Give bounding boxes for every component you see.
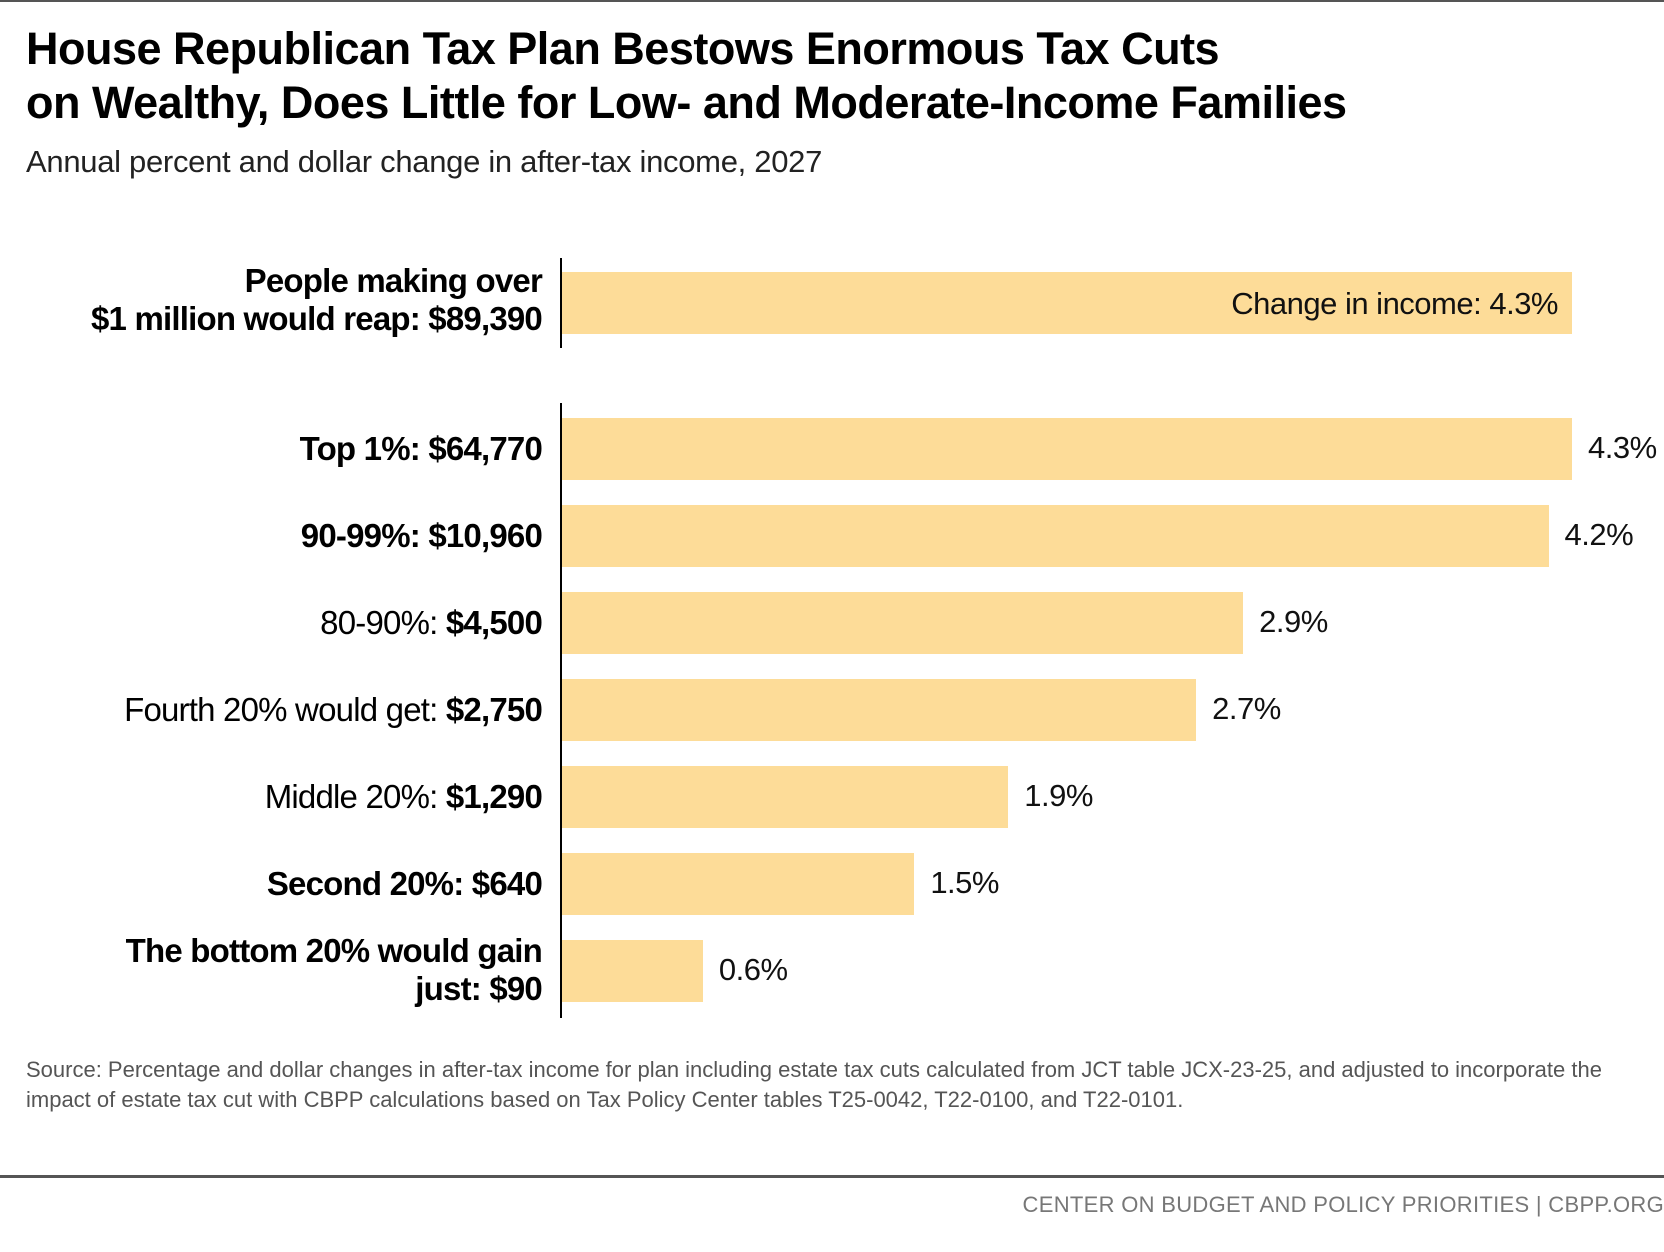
bar [562, 940, 703, 1002]
highlight-value-label: Change in income: 4.3% [1231, 286, 1558, 321]
category-amount: $90 [489, 970, 542, 1007]
bottom-rule [0, 1175, 1664, 1178]
category-name: Fourth 20% would get: [124, 691, 446, 728]
bar [562, 853, 915, 915]
category-name: Top 1%: [299, 430, 429, 467]
category-name: 90-99%: [300, 517, 429, 554]
bar [562, 679, 1197, 741]
value-label: 0.6% [718, 952, 788, 987]
highlight-label: People making over $1 million would reap… [90, 262, 543, 338]
category-label: 80-90%: $4,500 [320, 604, 543, 642]
category-amount: $4,500 [445, 604, 543, 641]
credit: CENTER ON BUDGET AND POLICY PRIORITIES |… [1022, 1192, 1664, 1217]
chart-title-line-1: House Republican Tax Plan Bestows Enormo… [26, 23, 1220, 74]
category-amount: $1,290 [445, 778, 543, 815]
category-label: Top 1%: $64,770 [299, 430, 543, 468]
highlight-bar: Change in income: 4.3% [562, 272, 1572, 334]
category-name: Second 20%: [266, 865, 472, 902]
category-amount: $64,770 [428, 430, 542, 467]
bar [562, 418, 1572, 480]
category-name: The bottom 20% would gain just: [125, 932, 543, 1007]
category-label: 90-99%: $10,960 [300, 517, 543, 555]
highlight-label-line-1: People making over [244, 262, 543, 299]
category-amount: $640 [471, 865, 543, 902]
value-label: 4.3% [1588, 430, 1657, 465]
value-label: 2.9% [1259, 604, 1328, 639]
chart-title-line-2: on Wealthy, Does Little for Low- and Mod… [26, 77, 1347, 128]
value-label: 2.7% [1212, 691, 1281, 726]
highlight-label-line-2: $1 million would reap: $89,390 [90, 300, 543, 337]
value-label: 1.9% [1024, 778, 1093, 813]
bar [562, 766, 1009, 828]
axis-line-highlight [560, 258, 562, 348]
category-label: Second 20%: $640 [266, 865, 543, 903]
bar [562, 505, 1549, 567]
category-label: Middle 20%: $1,290 [264, 778, 543, 816]
category-amount: $10,960 [428, 517, 542, 554]
value-label: 1.5% [930, 865, 999, 900]
category-name: 80-90%: [320, 604, 446, 641]
axis-line-main [560, 403, 562, 1018]
category-label: Fourth 20% would get: $2,750 [124, 691, 543, 729]
category-name: Middle 20%: [264, 778, 446, 815]
category-amount: $2,750 [445, 691, 543, 728]
chart-title: House Republican Tax Plan Bestows Enormo… [26, 22, 1347, 130]
bar [562, 592, 1244, 654]
value-label: 4.2% [1564, 517, 1634, 552]
source-note: Source: Percentage and dollar changes in… [26, 1057, 1602, 1112]
category-label: The bottom 20% would gain just: $90 [72, 932, 543, 1008]
top-rule [0, 0, 1664, 2]
chart-subtitle: Annual percent and dollar change in afte… [26, 144, 823, 179]
